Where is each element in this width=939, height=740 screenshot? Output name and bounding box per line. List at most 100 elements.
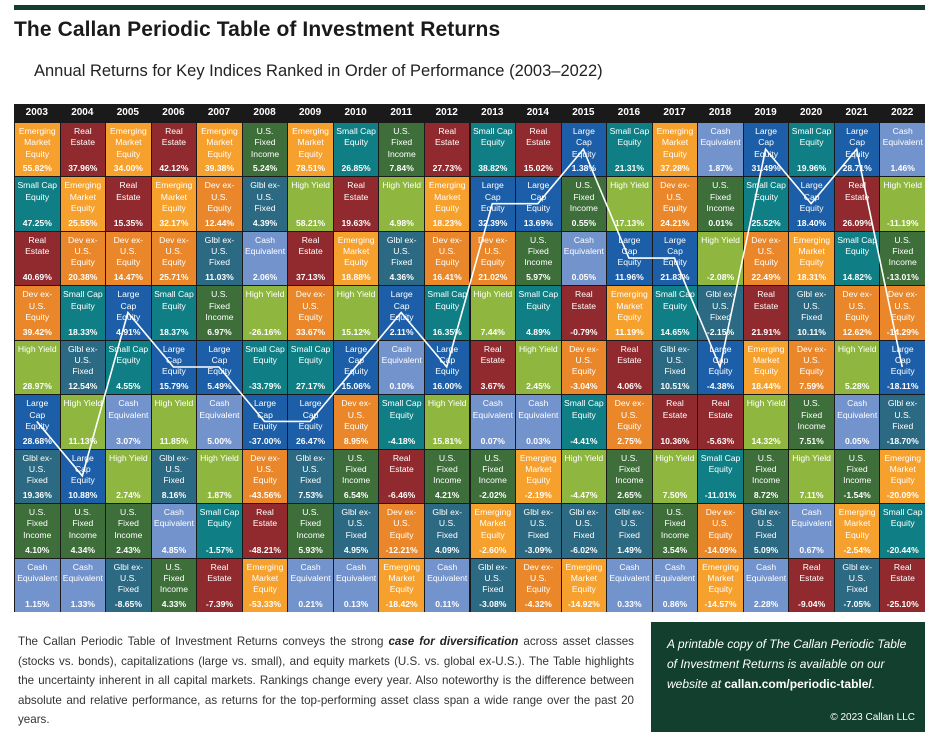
asset-class-label: Emerging Market Equity (835, 507, 880, 541)
asset-class-label-line: Cap (439, 355, 456, 366)
asset-class-label: Cash Equivalent (516, 398, 561, 421)
asset-class-label: Real Estate (835, 180, 880, 203)
asset-class-label-line: Cap (393, 300, 410, 311)
asset-class-label-line: Fixed (892, 420, 914, 431)
year-header: 2016 (617, 107, 641, 118)
asset-class-label-line: Equity (663, 148, 687, 159)
asset-class-label-line: High Yield (564, 452, 604, 463)
asset-class-label: High Yield (152, 398, 197, 409)
asset-class-label-line: Large (527, 180, 550, 191)
year-header: 2007 (207, 107, 231, 118)
return-cell: Large Cap Equity -18.11% (880, 340, 925, 395)
return-value: 22.49% (751, 272, 781, 283)
asset-class-label-line: U.S. (211, 246, 228, 257)
return-value: 14.32% (751, 435, 781, 446)
return-value: 3.54% (662, 544, 688, 555)
asset-class-label-line: Estate (708, 409, 733, 420)
asset-class-label: Real Estate (789, 562, 834, 585)
asset-class-label-line: Dev ex- (842, 289, 872, 300)
asset-class-label-line: Income (615, 475, 644, 486)
return-value: 42.12% (159, 163, 189, 174)
asset-class-label-line: High Yield (109, 452, 148, 463)
asset-class-label-line: Equity (799, 366, 824, 377)
asset-class-label-line: Small Cap (199, 507, 240, 518)
asset-class-label: Small Cap Equity (744, 180, 789, 203)
asset-class-label: Small Cap Equity (243, 344, 288, 367)
return-value: -25.10% (886, 598, 919, 609)
asset-class-label: Real Estate (243, 507, 288, 530)
website-link[interactable]: callan.com/periodic-table/ (724, 677, 872, 691)
return-cell: Emerging Market Equity 18.44% (743, 340, 789, 395)
asset-class-label-line: Estate (116, 191, 141, 202)
asset-class-label-line: Equivalent (791, 518, 832, 529)
asset-class-label: Emerging Market Equity (152, 180, 197, 214)
return-cell: Small Cap Equity 4.55% (106, 340, 151, 395)
asset-class-label-line: Fixed (482, 463, 504, 474)
return-value: -11.01% (704, 490, 737, 501)
asset-class-label-line: Cash (118, 398, 139, 409)
return-value: 1.38% (571, 163, 597, 174)
asset-class-label: Dev ex- U.S. Equity (15, 289, 60, 323)
asset-class-label-line: High Yield (382, 180, 422, 191)
return-cell: Dev ex- U.S. Equity -4.32% (516, 558, 561, 612)
return-cell: Emerging Market Equity -14.92% (561, 558, 607, 612)
asset-class-label-line: Glbl ex- (614, 507, 645, 518)
asset-class-label-line: U.S. (894, 409, 912, 420)
asset-class-label: Dev ex- U.S. Equity (835, 289, 880, 323)
return-value: 5.09% (753, 544, 779, 555)
return-value: 19.63% (341, 217, 371, 228)
return-cell: U.S. Fixed Income 5.97% (516, 231, 561, 286)
return-cell: Small Cap Equity -4.41% (561, 395, 607, 449)
return-value: 33.67% (295, 326, 326, 337)
asset-class-label-line: U.S. (575, 355, 593, 366)
asset-class-label-line: Glbl ex- (751, 507, 781, 518)
asset-class-label-line: Dev ex- (705, 507, 736, 518)
return-cell: Cash Equivalent 1.33% (60, 558, 106, 612)
return-cell: Glbl ex- U.S. Fixed 4.95% (333, 504, 379, 558)
asset-class-label-line: Fixed (26, 475, 48, 486)
asset-class-label-line: Small Cap (427, 289, 468, 300)
return-value: -20.44% (886, 544, 919, 555)
asset-class-label: Small Cap Equity (835, 235, 880, 258)
return-value: 1.87% (207, 490, 232, 501)
return-cell: Emerging Market Equity 18.31% (789, 231, 834, 286)
return-value: 16.41% (432, 272, 462, 283)
year-header: 2008 (253, 107, 276, 118)
asset-class-label-line: Equity (70, 300, 95, 311)
return-value: 8.72% (753, 490, 779, 501)
year-header: 2022 (891, 107, 914, 118)
asset-class-label-line: Cap (575, 137, 592, 148)
return-cell: Glbl ex- U.S. Fixed 10.51% (652, 340, 698, 395)
return-value: 5.97% (526, 272, 551, 283)
return-value: -1.54% (843, 490, 871, 501)
asset-class-label-line: Dev ex- (569, 343, 599, 354)
return-cell: High Yield 15.12% (333, 286, 379, 340)
return-value: 1.46% (890, 163, 915, 174)
asset-class-label-line: Cap (803, 191, 820, 202)
asset-class-label-line: Cap (530, 191, 547, 202)
asset-class-label-line: Equity (663, 300, 687, 311)
asset-class-label-line: Equity (799, 257, 824, 268)
asset-class-label-line: High Yield (63, 398, 103, 409)
asset-class-label-line: Income (797, 420, 826, 431)
asset-class-label-line: Small Cap (381, 398, 422, 409)
asset-class-label: Real Estate (379, 453, 424, 476)
asset-class-label-line: Equity (298, 148, 323, 159)
asset-class-label-line: Cap (667, 246, 683, 257)
return-value: 11.96% (615, 272, 644, 283)
return-cell: Glbl ex- U.S. Fixed 4.09% (424, 504, 470, 558)
return-cell: Dev ex- U.S. Equity 12.62% (834, 286, 880, 340)
asset-class-label-line: U.S. (575, 518, 593, 529)
asset-class-label: Glbl ex- U.S. Fixed (15, 453, 60, 487)
asset-class-label-line: Equity (70, 475, 95, 486)
return-cell: High Yield 14.32% (743, 395, 789, 449)
return-cell: High Yield -2.08% (698, 231, 743, 286)
asset-class-label-line: U.S. (393, 126, 411, 136)
asset-class-label: Real Estate (61, 126, 106, 149)
asset-class-label-line: Real (666, 398, 684, 409)
asset-class-label-line: Market (115, 137, 142, 148)
asset-class-label-line: Estate (753, 300, 779, 311)
asset-class-label: Cash Equivalent (106, 398, 151, 421)
return-value: 7.84% (389, 163, 414, 174)
return-cell: U.S. Fixed Income 3.54% (652, 504, 698, 558)
